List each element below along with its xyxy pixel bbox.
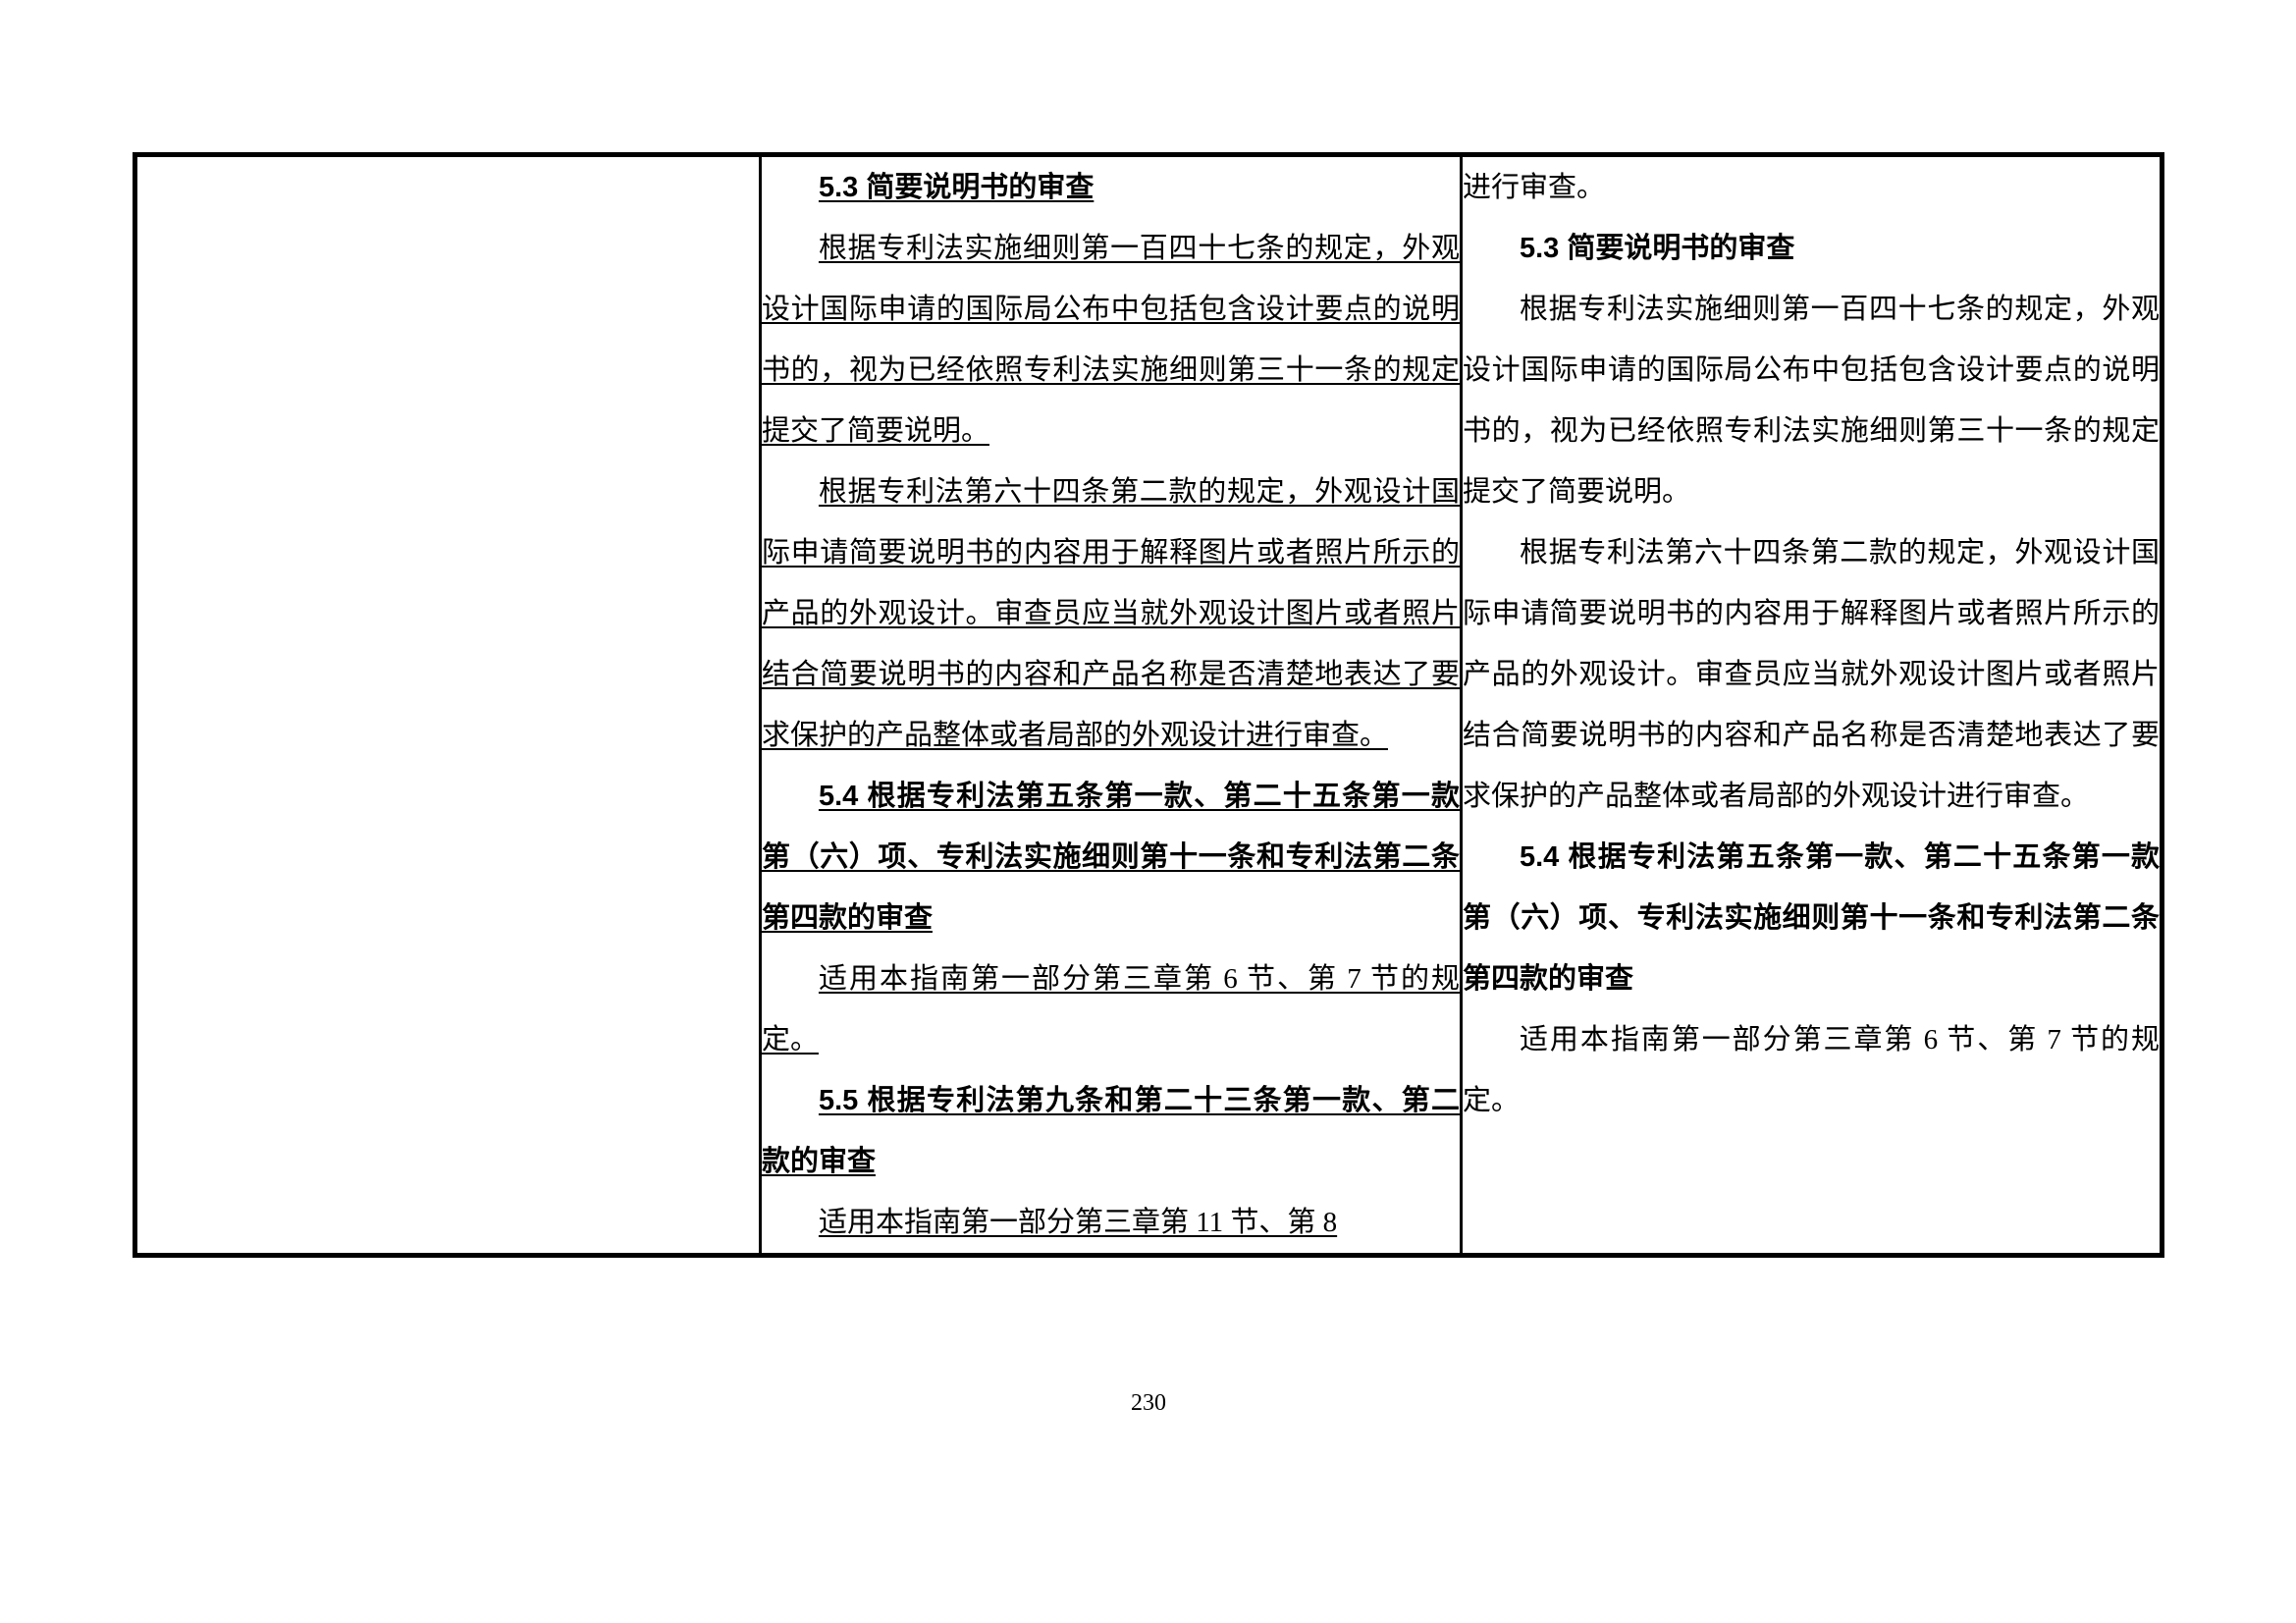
comparison-table: 5.3 简要说明书的审查 根据专利法实施细则第一百四十七条的规定，外观设计国际申… [133, 152, 2164, 1258]
page-number: 230 [133, 1390, 2164, 1417]
paragraph: 适用本指南第一部分第三章第 11 节、第 8 [762, 1192, 1460, 1253]
paragraph: 根据专利法第六十四条第二款的规定，外观设计国际申请简要说明书的内容用于解释图片或… [1463, 522, 2160, 827]
paragraph: 根据专利法实施细则第一百四十七条的规定，外观设计国际申请的国际局公布中包括包含设… [762, 218, 1460, 461]
paragraph: 适用本指南第一部分第三章第 6 节、第 7 节的规定。 [1463, 1009, 2160, 1131]
paragraph: 根据专利法第六十四条第二款的规定，外观设计国际申请简要说明书的内容用于解释图片或… [762, 461, 1460, 766]
paragraph-tail: 进行审查。 [1463, 157, 2160, 218]
column-left [135, 155, 761, 1256]
column-right: 进行审查。 5.3 简要说明书的审查 根据专利法实施细则第一百四十七条的规定，外… [1461, 155, 2162, 1256]
column-middle: 5.3 简要说明书的审查 根据专利法实施细则第一百四十七条的规定，外观设计国际申… [760, 155, 1461, 1256]
paragraph: 适用本指南第一部分第三章第 6 节、第 7 节的规定。 [762, 948, 1460, 1070]
page-container: 5.3 简要说明书的审查 根据专利法实施细则第一百四十七条的规定，外观设计国际申… [133, 152, 2164, 1370]
table-row: 5.3 简要说明书的审查 根据专利法实施细则第一百四十七条的规定，外观设计国际申… [135, 155, 2163, 1256]
heading-5-4: 5.4 根据专利法第五条第一款、第二十五条第一款第（六）项、专利法实施细则第十一… [1463, 827, 2160, 1009]
heading-5-5: 5.5 根据专利法第九条和第二十三条第一款、第二款的审查 [762, 1070, 1460, 1192]
heading-5-3: 5.3 简要说明书的审查 [1463, 218, 2160, 279]
heading-5-4: 5.4 根据专利法第五条第一款、第二十五条第一款第（六）项、专利法实施细则第十一… [762, 766, 1460, 948]
paragraph: 根据专利法实施细则第一百四十七条的规定，外观设计国际申请的国际局公布中包括包含设… [1463, 279, 2160, 522]
heading-5-3: 5.3 简要说明书的审查 [762, 157, 1460, 218]
